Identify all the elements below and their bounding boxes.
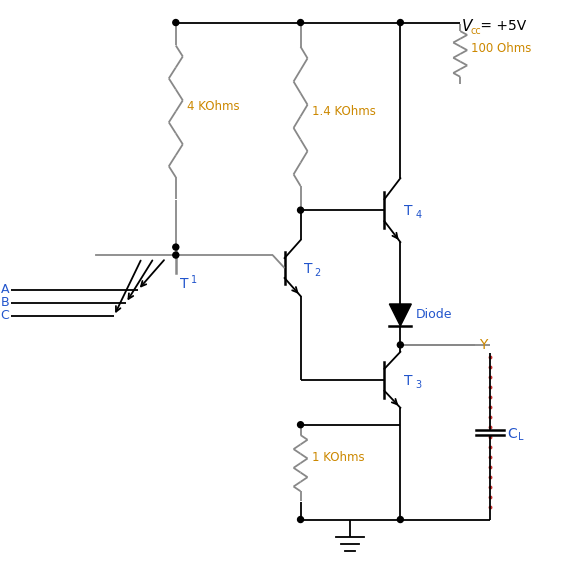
Text: L: L <box>518 432 524 442</box>
Text: B: B <box>1 297 9 309</box>
Circle shape <box>298 516 304 523</box>
Text: 100 Ohms: 100 Ohms <box>471 42 532 55</box>
Text: 4 KOhms: 4 KOhms <box>187 100 240 113</box>
Text: T: T <box>304 262 312 276</box>
Text: Y: Y <box>479 338 487 352</box>
Text: C: C <box>507 427 517 441</box>
Text: A: A <box>1 283 9 297</box>
Circle shape <box>397 342 403 348</box>
Circle shape <box>173 252 179 258</box>
Circle shape <box>173 20 179 25</box>
Circle shape <box>298 20 304 25</box>
Text: 3: 3 <box>415 380 422 390</box>
Text: C: C <box>1 309 9 323</box>
Text: 1: 1 <box>191 275 197 285</box>
Circle shape <box>397 516 403 523</box>
Text: V: V <box>462 18 472 33</box>
Text: 2: 2 <box>314 268 321 278</box>
Text: T: T <box>404 204 413 218</box>
Circle shape <box>298 207 304 213</box>
Text: T: T <box>404 374 413 388</box>
Circle shape <box>298 421 304 428</box>
Text: cc: cc <box>470 25 481 36</box>
Text: 1.4 KOhms: 1.4 KOhms <box>312 105 376 118</box>
Polygon shape <box>389 304 411 326</box>
Text: Diode: Diode <box>415 308 452 321</box>
Circle shape <box>173 244 179 250</box>
Text: T: T <box>180 277 188 291</box>
Text: = +5V: = +5V <box>476 18 526 33</box>
Circle shape <box>397 20 403 25</box>
Text: 4: 4 <box>415 210 422 220</box>
Text: 1 KOhms: 1 KOhms <box>312 451 364 464</box>
